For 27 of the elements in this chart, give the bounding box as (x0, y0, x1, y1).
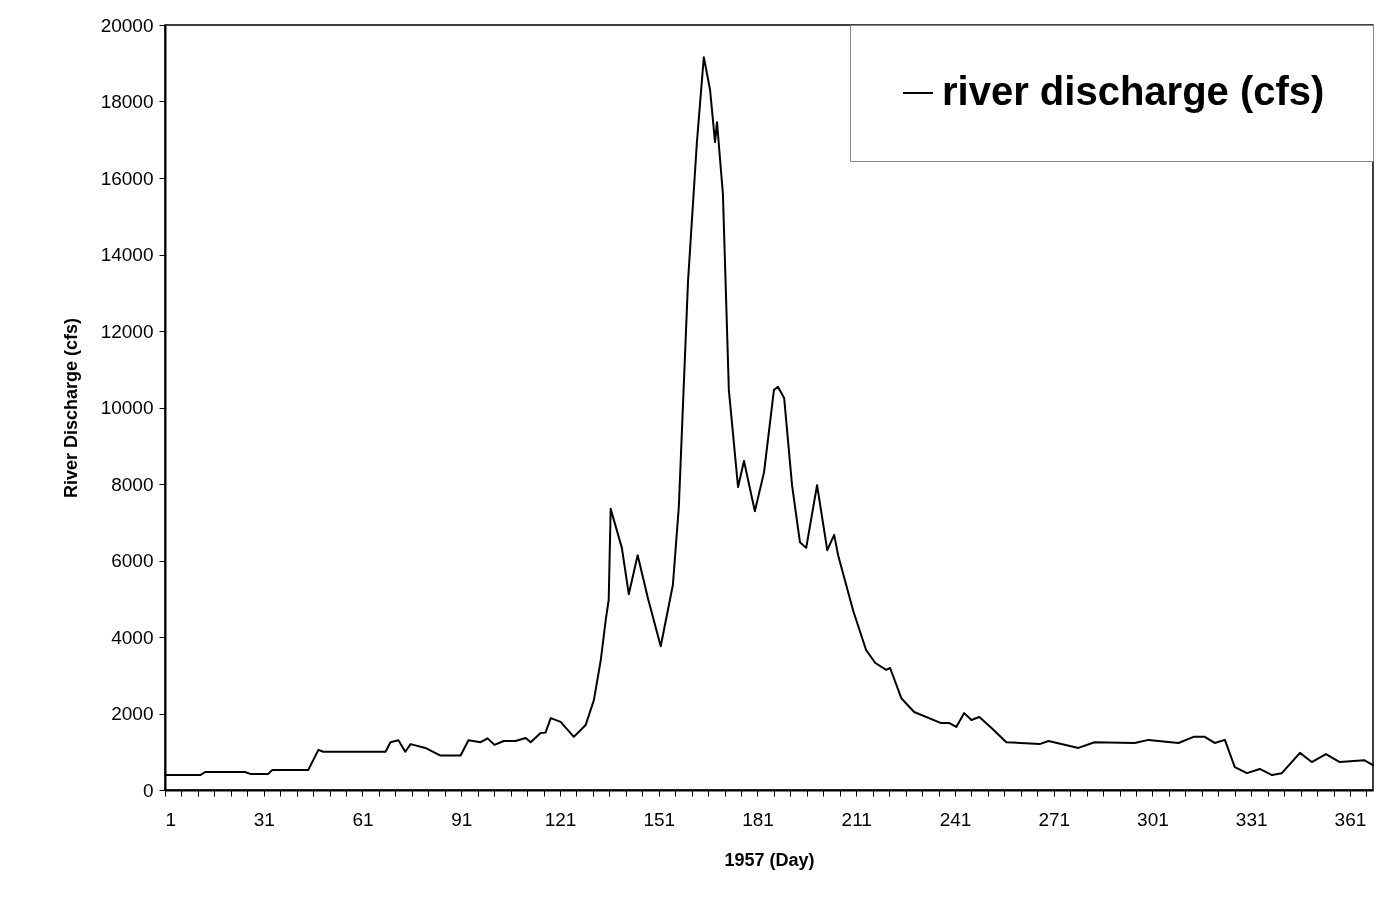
x-tick-label: 241 (939, 808, 972, 830)
x-tick-label: 211 (841, 808, 872, 830)
y-tick-label: 6000 (111, 550, 154, 571)
x-axis-title: 1957 (Day) (724, 849, 815, 870)
y-tick-label: 20000 (100, 14, 154, 36)
x-tick-label: 121 (544, 808, 577, 830)
x-tick-label: 1 (165, 808, 177, 830)
y-tick-label: 12000 (100, 320, 154, 342)
y-tick-label: 18000 (100, 91, 154, 112)
x-tick-label: 331 (1235, 808, 1268, 830)
y-tick-label: 8000 (111, 473, 154, 495)
x-tick-label: 151 (643, 808, 676, 830)
y-tick-label: 16000 (100, 167, 154, 189)
y-tick-label: 0 (142, 779, 154, 801)
y-tick-label: 14000 (100, 244, 154, 265)
x-tick-label: 181 (742, 808, 774, 830)
x-tick-label: 301 (1137, 808, 1169, 830)
x-tick-label: 361 (1334, 808, 1367, 830)
y-tick-label: 4000 (111, 626, 154, 648)
x-tick-label: 31 (253, 808, 275, 830)
legend-label: river discharge (cfs) (942, 69, 1325, 113)
y-axis-title: River Discharge (cfs) (60, 317, 81, 499)
y-tick-label: 2000 (111, 703, 154, 724)
x-tick-label: 91 (451, 808, 473, 830)
x-tick-label: 271 (1038, 808, 1071, 830)
y-tick-label: 10000 (100, 397, 154, 418)
x-tick-label: 61 (352, 808, 374, 830)
